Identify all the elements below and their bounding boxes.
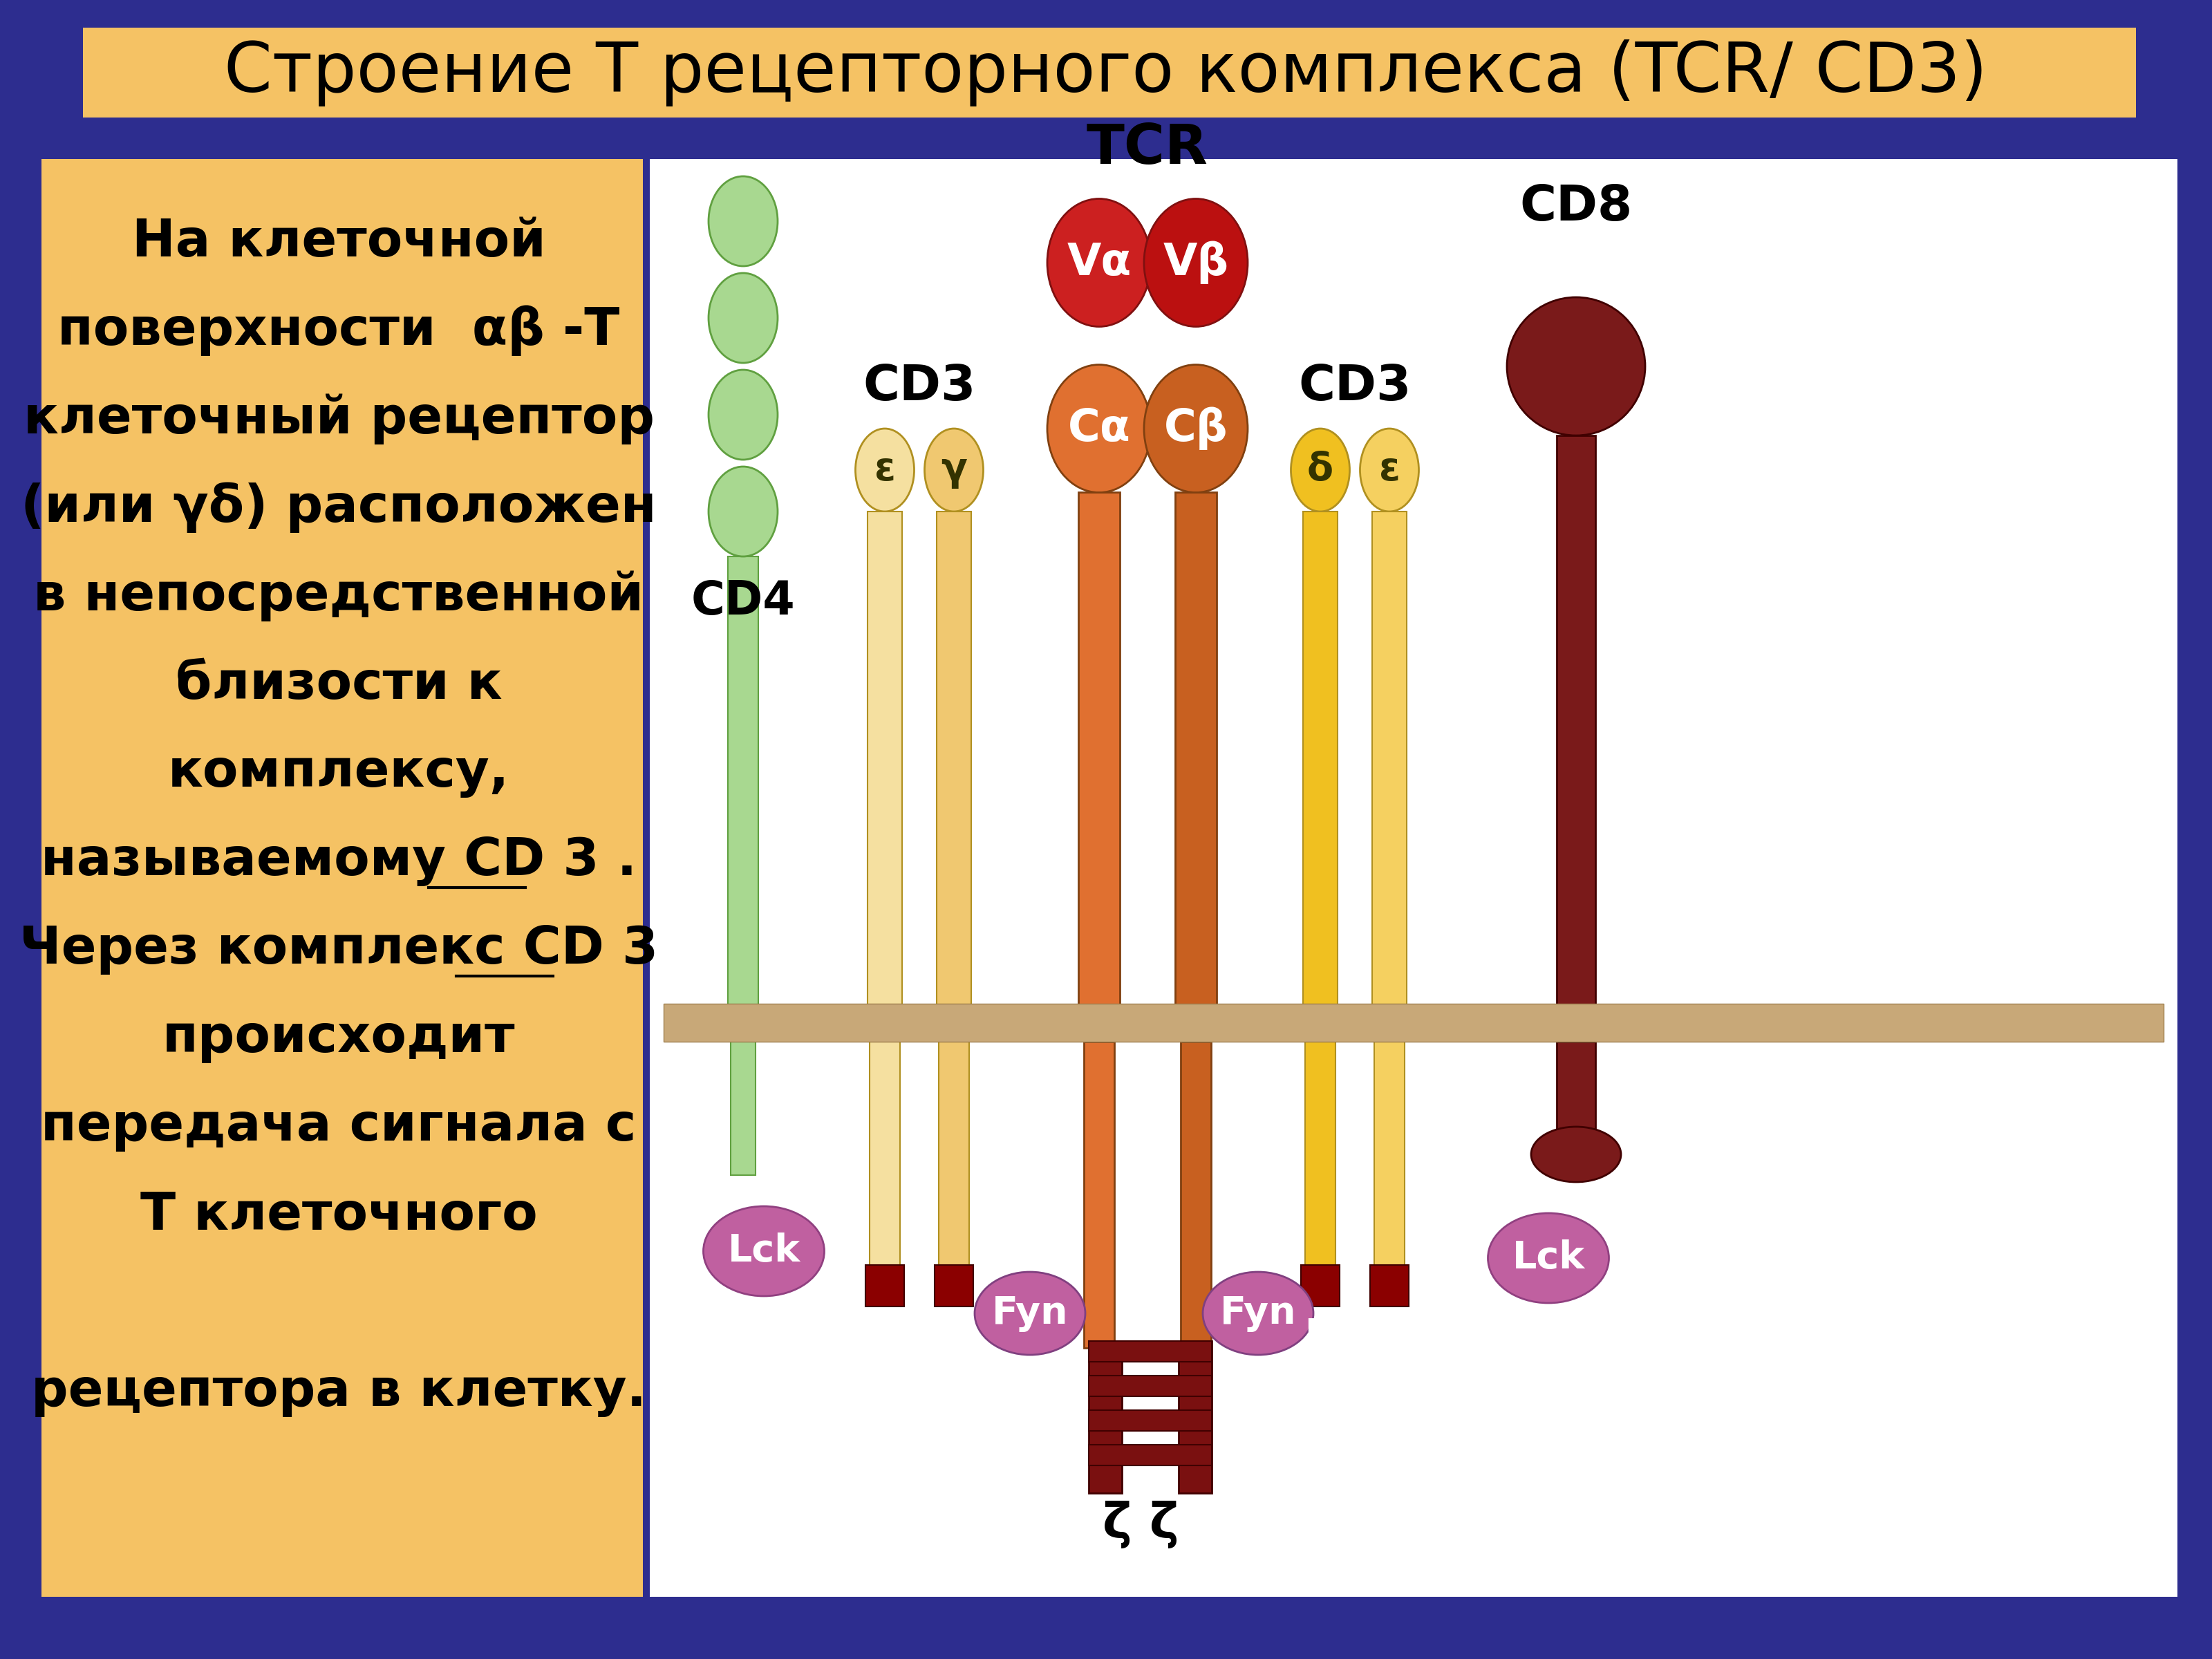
Text: Через комплекс CD 3: Через комплекс CD 3 (20, 924, 659, 975)
Ellipse shape (1292, 428, 1349, 511)
Bar (865, 1264, 905, 1307)
Bar (1088, 1340, 1212, 1362)
Bar (650, 159, 2177, 1596)
Bar (869, 1042, 900, 1272)
Ellipse shape (1046, 365, 1150, 493)
Text: ITAM: ITAM (1305, 1316, 1405, 1352)
Text: Vα: Vα (1066, 241, 1130, 284)
Bar (730, 1042, 757, 1175)
Bar (1084, 1042, 1115, 1347)
Ellipse shape (703, 1206, 825, 1296)
Text: ζ ζ: ζ ζ (1102, 1500, 1179, 1548)
Ellipse shape (1489, 1213, 1608, 1302)
Text: TCR: TCR (1086, 121, 1208, 176)
Text: δ: δ (1307, 451, 1334, 489)
Ellipse shape (1506, 297, 1646, 435)
Bar (1088, 1445, 1212, 1465)
Text: Cα: Cα (1068, 406, 1130, 450)
Ellipse shape (925, 428, 984, 511)
Bar (1557, 435, 1595, 1004)
Text: клеточный рецептор: клеточный рецептор (22, 393, 655, 445)
Text: Т клеточного: Т клеточного (139, 1190, 538, 1241)
Text: комплексу,: комплексу, (168, 748, 509, 798)
Ellipse shape (856, 428, 914, 511)
Bar (1088, 1340, 1121, 1493)
Bar (1305, 1042, 1336, 1272)
Text: называемому CD 3 .: называемому CD 3 . (40, 836, 637, 886)
Ellipse shape (708, 466, 779, 556)
Ellipse shape (975, 1272, 1086, 1355)
Text: Cβ: Cβ (1164, 406, 1228, 450)
Bar (936, 511, 971, 1004)
Bar (1301, 1264, 1340, 1307)
Ellipse shape (708, 176, 779, 265)
Bar (1369, 1264, 1409, 1307)
Bar (867, 511, 902, 1004)
Text: CD3: CD3 (863, 363, 975, 411)
Text: ε: ε (874, 451, 896, 489)
Ellipse shape (1360, 428, 1418, 511)
Ellipse shape (1144, 199, 1248, 327)
Text: Vβ: Vβ (1164, 241, 1228, 284)
Ellipse shape (1144, 365, 1248, 493)
Bar (1374, 1042, 1405, 1272)
Ellipse shape (1203, 1272, 1314, 1355)
Bar (84, 28, 2137, 118)
Ellipse shape (708, 274, 779, 363)
Text: Lck: Lck (1513, 1239, 1584, 1277)
Text: Строение Т рецепторного комплекса (TCR/ CD3): Строение Т рецепторного комплекса (TCR/ … (223, 40, 1989, 106)
Text: На клеточной: На клеточной (133, 217, 546, 267)
Text: в непосредственной: в непосредственной (33, 571, 644, 620)
Bar (1371, 511, 1407, 1004)
Text: поверхности  αβ -Т: поверхности αβ -Т (58, 305, 619, 355)
Text: CD3: CD3 (1298, 363, 1411, 411)
Bar (1181, 1042, 1212, 1347)
Bar (1175, 493, 1217, 1004)
Bar (664, 1004, 2163, 1042)
Text: передача сигнала с: передача сигнала с (42, 1102, 637, 1151)
Text: Lck: Lck (728, 1233, 801, 1269)
Text: γ: γ (940, 451, 967, 489)
Bar (1088, 1410, 1212, 1430)
Text: ITAM: ITAM (834, 1316, 936, 1352)
Text: ε: ε (1378, 451, 1400, 489)
Text: Fyn: Fyn (991, 1294, 1068, 1332)
Text: (или γδ) расположен: (или γδ) расположен (20, 483, 657, 533)
Text: Fyn: Fyn (1219, 1294, 1296, 1332)
Bar (728, 556, 759, 1004)
Ellipse shape (1531, 1126, 1621, 1181)
Text: CD8: CD8 (1520, 184, 1632, 231)
Bar (933, 1264, 973, 1307)
Ellipse shape (1046, 199, 1150, 327)
Bar (938, 1042, 969, 1272)
Bar (1557, 1042, 1595, 1175)
Text: близости к: близости к (175, 659, 502, 710)
Text: рецептора в клетку.: рецептора в клетку. (31, 1367, 646, 1417)
Bar (1179, 1340, 1212, 1493)
Text: CD4: CD4 (690, 579, 794, 624)
Bar (1303, 511, 1338, 1004)
Text: происходит: происходит (161, 1014, 515, 1063)
Ellipse shape (708, 370, 779, 460)
Bar (1088, 1375, 1212, 1397)
Bar (1079, 493, 1119, 1004)
Bar (42, 159, 644, 1596)
